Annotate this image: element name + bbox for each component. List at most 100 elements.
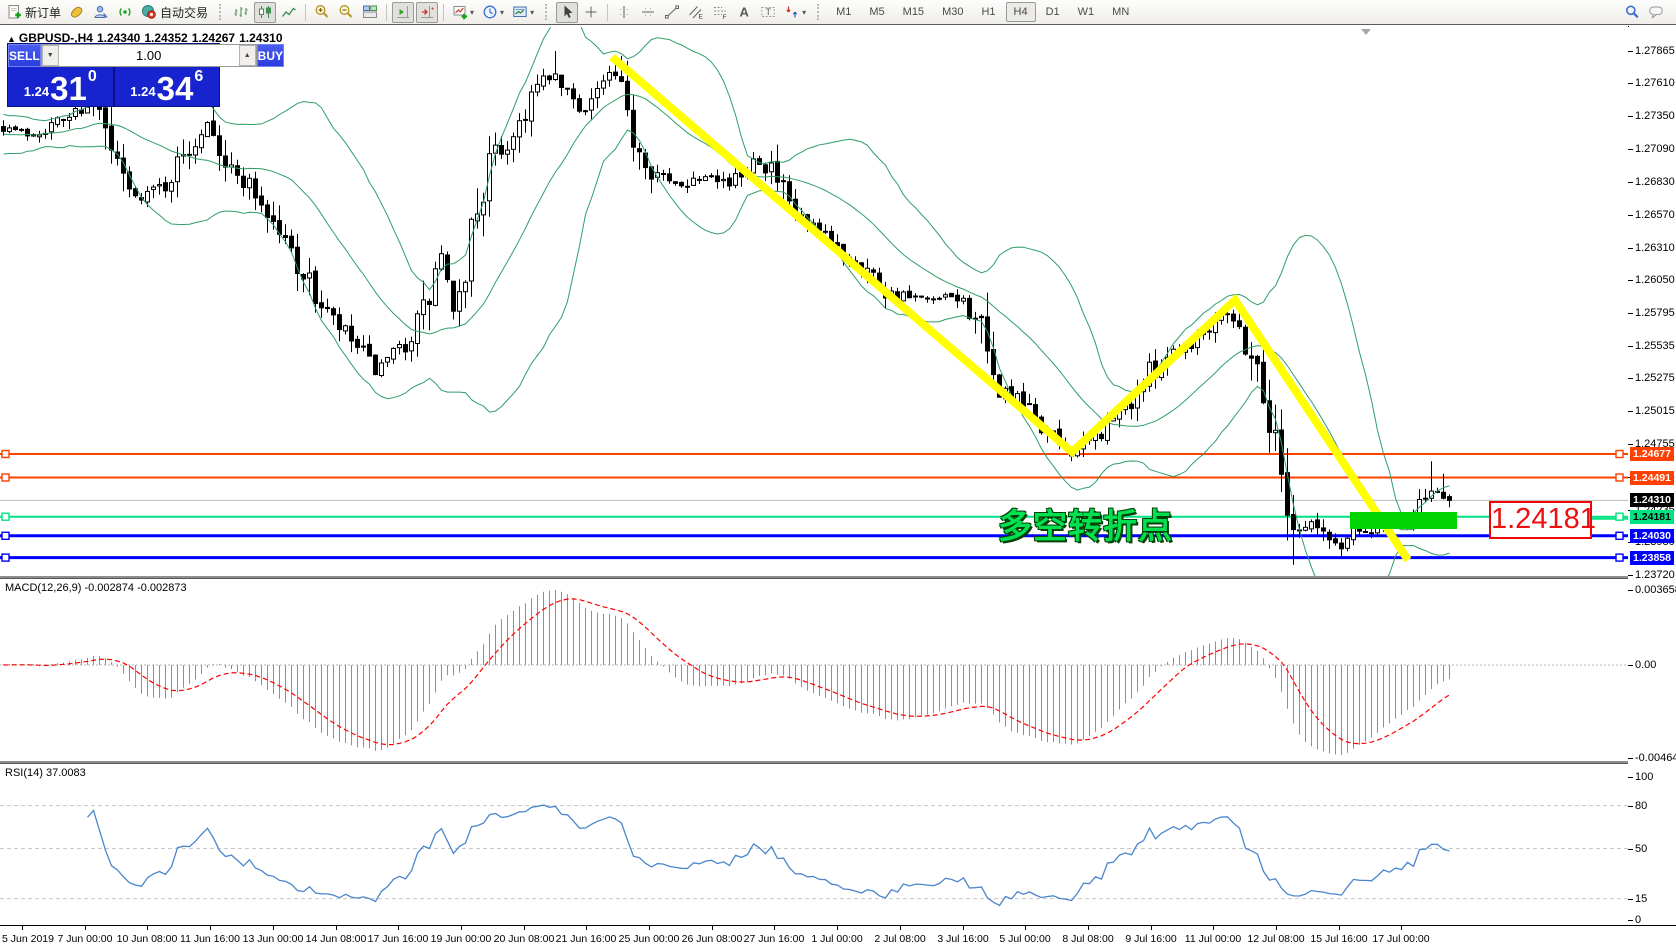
price-tick-label: 1.25535	[1635, 340, 1675, 352]
price-tick-mark	[1628, 83, 1633, 84]
timeframe-m30-button[interactable]: M30	[934, 2, 971, 22]
price-tick-mark	[1628, 149, 1633, 150]
zoom-out-button[interactable]	[335, 2, 357, 23]
tile-windows-button[interactable]	[359, 2, 381, 23]
line-chart-button[interactable]	[278, 2, 300, 23]
macd-axis-label: 0.00	[1635, 659, 1657, 671]
bar-chart-button[interactable]	[230, 2, 252, 23]
timeframe-h1-button[interactable]: H1	[973, 2, 1003, 22]
zoomin-icon	[315, 5, 329, 18]
volume-increase-button[interactable]: ▲	[238, 45, 256, 66]
buy-price[interactable]: 1.24 34 6	[115, 67, 220, 106]
chart-shift-marker-icon[interactable]	[1361, 29, 1371, 35]
pane-splitter[interactable]	[0, 761, 1676, 764]
market-watch-button[interactable]	[90, 2, 112, 23]
auto-trading-button[interactable]: 自动交易	[138, 2, 211, 23]
timeframe-m1-button[interactable]: M1	[828, 2, 859, 22]
time-tick-mark	[1025, 926, 1026, 930]
indicators-button[interactable]: ▾	[449, 2, 477, 23]
zoom-in-button[interactable]	[311, 2, 333, 23]
time-tick-mark	[963, 926, 964, 930]
buy-button[interactable]: BUY	[256, 44, 285, 67]
horizontal-line-button[interactable]	[637, 2, 659, 23]
new-order-button[interactable]: 新订单	[3, 2, 64, 23]
sell-price[interactable]: 1.24 31 0	[8, 67, 115, 106]
timeframe-m15-button[interactable]: M15	[895, 2, 932, 22]
rsi-tick-mark	[1628, 777, 1633, 778]
time-tick-mark	[649, 926, 650, 930]
chat-button[interactable]	[1645, 2, 1667, 23]
chart-shift-button[interactable]	[416, 1, 439, 23]
time-tick-label: 5 Jul 00:00	[999, 933, 1051, 945]
hline-price-label: 1.24181	[1630, 510, 1674, 524]
time-tick-label: 10 Jun 08:00	[116, 933, 178, 945]
price-axis[interactable]: 1.27865 1.27610 1.27350 1.27090 1.26830 1.265…	[1628, 27, 1676, 926]
time-tick-mark	[837, 926, 838, 930]
price-tick-mark	[1628, 444, 1633, 445]
rsi-indicator-canvas[interactable]	[0, 764, 1628, 925]
line-anchor-handle	[1, 512, 10, 521]
time-tick-label: 26 Jun 08:00	[681, 933, 743, 945]
text-button[interactable]: A	[733, 2, 755, 23]
toolbar-drag-handle[interactable]	[817, 4, 822, 20]
price-tick-label: 1.25795	[1635, 307, 1675, 319]
crosshair-button[interactable]	[580, 2, 602, 23]
macd-tick-mark	[1628, 758, 1633, 759]
timeframe-mn-button[interactable]: MN	[1104, 2, 1137, 22]
time-tick-mark	[1276, 926, 1277, 930]
horizontal-line-objects	[0, 453, 1628, 560]
hline-price-label: 1.24030	[1630, 529, 1674, 543]
textA-icon: A	[740, 5, 750, 20]
vline-icon	[620, 6, 629, 18]
timeframe-m5-button[interactable]: M5	[861, 2, 892, 22]
time-tick-label: 25 Jun 00:00	[618, 933, 680, 945]
styler-button[interactable]	[66, 2, 88, 23]
line-anchor-handle	[1, 531, 10, 540]
svg-text:E: E	[699, 14, 704, 21]
periods-button[interactable]: ▾	[479, 2, 507, 23]
time-tick-label: 11 Jul 00:00	[1184, 933, 1242, 945]
trendline-button[interactable]	[661, 2, 683, 23]
tiles-icon	[363, 5, 378, 18]
time-tick-mark	[336, 926, 337, 930]
toolbar-drag-handle[interactable]	[545, 4, 550, 20]
pane-splitter[interactable]	[0, 576, 1676, 579]
shiftend-icon	[421, 6, 434, 18]
sell-button[interactable]: SELL	[8, 44, 41, 67]
buy-price-pips: 34	[156, 70, 194, 107]
signals-button[interactable]	[114, 2, 136, 23]
arrow-objects-button[interactable]: ▾	[781, 2, 809, 23]
fibonacci-retracement-button[interactable]: F	[709, 2, 731, 23]
auto-scroll-button[interactable]	[392, 1, 415, 23]
time-tick-mark	[273, 926, 274, 930]
trade-panel-prices: 1.24 31 0 1.24 34 6	[8, 67, 219, 106]
price-tick-label: 1.23720	[1635, 569, 1675, 581]
macd-indicator-canvas[interactable]	[0, 579, 1628, 761]
search-button[interactable]	[1621, 2, 1643, 23]
close-value: 1.24310	[239, 31, 283, 45]
templates-button[interactable]: ▾	[509, 2, 537, 23]
candlestick-chart-button[interactable]	[254, 1, 277, 23]
timeframe-d1-button[interactable]: D1	[1038, 2, 1068, 22]
volume-decrease-button[interactable]: ▼	[41, 45, 59, 66]
timeframe-w1-button[interactable]: W1	[1070, 2, 1103, 22]
price-tick-mark	[1628, 248, 1633, 249]
timeframe-h4-button[interactable]: H4	[1005, 2, 1036, 22]
collapse-triangle-icon[interactable]: ▲	[7, 34, 16, 44]
toolbar-drag-handle[interactable]	[219, 4, 224, 20]
vertical-line-button[interactable]	[613, 2, 635, 23]
crosshair-icon	[585, 6, 597, 18]
indicator-icon	[453, 6, 468, 20]
rsi-tick-mark	[1628, 920, 1633, 921]
cursor-button[interactable]	[556, 1, 579, 23]
volume-input[interactable]	[58, 45, 239, 66]
price-chart-canvas[interactable]	[0, 27, 1628, 576]
time-tick-mark	[900, 926, 901, 930]
text-label-button[interactable]: T	[757, 2, 779, 23]
time-axis[interactable]: 5 Jun 2019 7 Jun 00:00 10 Jun 08:00 11 Jun …	[0, 925, 1676, 949]
price-tick-mark	[1628, 575, 1633, 576]
equidistant-channel-button[interactable]: E	[685, 2, 707, 23]
new-order-label: 新订单	[25, 5, 62, 20]
palette-icon	[70, 6, 83, 18]
